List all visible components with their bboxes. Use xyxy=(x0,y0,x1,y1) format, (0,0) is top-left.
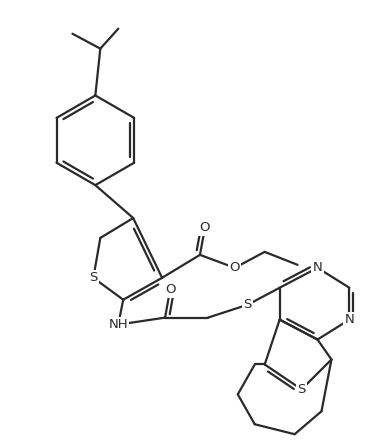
Text: S: S xyxy=(297,383,306,396)
Text: O: O xyxy=(200,222,210,234)
Text: S: S xyxy=(89,271,97,284)
Text: O: O xyxy=(165,283,175,296)
Text: NH: NH xyxy=(109,318,128,331)
Text: O: O xyxy=(230,261,240,274)
Text: N: N xyxy=(312,261,323,274)
Text: S: S xyxy=(244,298,252,311)
Text: N: N xyxy=(344,313,354,326)
